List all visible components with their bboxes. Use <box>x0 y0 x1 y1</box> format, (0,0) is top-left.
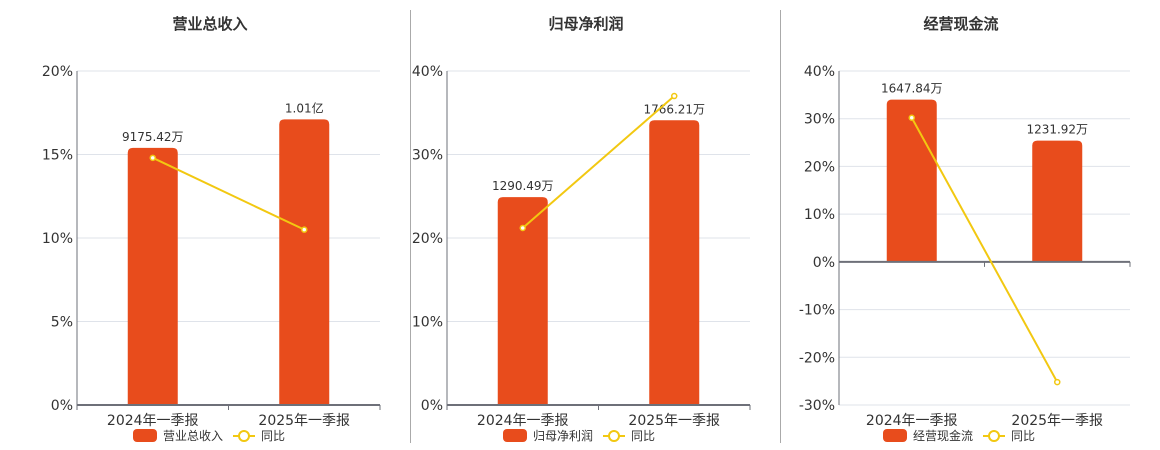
bar-value-label: 1766.21万 <box>643 102 705 116</box>
chart-title: 经营现金流 <box>923 15 999 33</box>
y-tick-label: 30% <box>412 148 443 164</box>
y-tick-label: -20% <box>799 350 835 366</box>
legend-line-icon[interactable] <box>233 429 256 443</box>
chart-legend: 经营现金流 同比 <box>883 427 1035 444</box>
y-tick-label: 10% <box>42 231 73 247</box>
legend-line-label[interactable]: 同比 <box>1011 429 1036 443</box>
legend-bar-swatch[interactable] <box>883 429 907 442</box>
x-tick-label: 2025年一季报 <box>1011 413 1103 429</box>
yoy-point[interactable] <box>149 154 156 162</box>
legend-line-label[interactable]: 同比 <box>631 429 656 443</box>
panel-divider-2 <box>780 10 781 443</box>
legend-bar-label[interactable]: 归母净利润 <box>533 429 594 443</box>
y-tick-label: 40% <box>804 64 835 80</box>
chart-panel-net-profit: 归母净利润 0% 10% 20% 30% 40% 1290.49万 2024年一季报 1766… <box>410 0 780 450</box>
chart-title: 归母净利润 <box>548 15 624 33</box>
chart-legend: 归母净利润 同比 <box>503 427 655 444</box>
yoy-point[interactable] <box>1054 378 1061 386</box>
legend-bar-label[interactable]: 营业总收入 <box>163 429 224 443</box>
legend-bar-swatch[interactable] <box>503 429 527 442</box>
x-tick-label: 2025年一季报 <box>258 413 350 429</box>
bar-value-label: 1.01亿 <box>285 100 324 115</box>
x-tick-label: 2024年一季报 <box>107 413 199 429</box>
chart-plot: 0% 10% 20% 30% 40% 1290.49万 2024年一季报 1766.21万 20… <box>412 64 751 429</box>
x-tick-label: 2024年一季报 <box>477 413 569 429</box>
legend-bar-swatch[interactable] <box>133 429 157 442</box>
y-tick-label: 30% <box>804 112 835 128</box>
bar[interactable] <box>497 197 548 405</box>
chart-title: 营业总收入 <box>172 15 248 33</box>
bar[interactable] <box>649 120 700 405</box>
bar-value-label: 1231.92万 <box>1026 123 1088 137</box>
chart-legend: 营业总收入 同比 <box>133 427 285 444</box>
panel-divider-1 <box>410 10 411 443</box>
y-tick-label: 20% <box>804 159 835 175</box>
bar[interactable] <box>127 147 178 405</box>
legend-line-label[interactable]: 同比 <box>261 429 286 443</box>
y-tick-label: 10% <box>412 315 443 331</box>
y-tick-label: 0% <box>813 255 835 271</box>
y-tick-label: 0% <box>421 398 443 414</box>
legend-bar-label[interactable]: 经营现金流 <box>913 429 974 443</box>
yoy-point[interactable] <box>671 92 678 100</box>
y-tick-label: 40% <box>412 64 443 80</box>
bar-value-label: 1647.84万 <box>881 82 943 96</box>
yoy-line <box>522 95 675 229</box>
yoy-point[interactable] <box>908 114 915 122</box>
y-tick-label: 20% <box>42 64 73 80</box>
y-tick-label: 20% <box>412 231 443 247</box>
bar-value-label: 9175.42万 <box>122 130 184 144</box>
y-tick-label: 5% <box>51 315 73 331</box>
chart-panel-revenue: 营业总收入 0% 5% 10% 15% 20% 9175.42万 2024年一季报 1.01亿… <box>0 0 410 450</box>
bar-value-label: 1290.49万 <box>492 179 554 193</box>
y-tick-label: -10% <box>799 303 835 319</box>
x-tick-label: 2024年一季报 <box>866 413 958 429</box>
y-tick-label: -30% <box>799 398 835 414</box>
x-tick-label: 2025年一季报 <box>628 413 720 429</box>
bar[interactable] <box>886 99 937 262</box>
bar[interactable] <box>1032 140 1083 262</box>
chart-panel-operating-cashflow: 经营现金流 -30% -20% -10% 0% 10% 20% 30% 40% 1647.84万… <box>780 0 1160 450</box>
yoy-point[interactable] <box>519 224 526 232</box>
yoy-line <box>910 117 1059 383</box>
legend-line-icon[interactable] <box>603 429 626 443</box>
chart-plot: 0% 5% 10% 15% 20% 9175.42万 2024年一季报 1.01亿 2025年一… <box>42 64 381 429</box>
yoy-line <box>152 156 305 231</box>
y-tick-label: 15% <box>42 148 73 164</box>
bar[interactable] <box>279 119 330 406</box>
legend-line-icon[interactable] <box>983 429 1006 443</box>
y-tick-label: 10% <box>804 207 835 223</box>
y-tick-label: 0% <box>51 398 73 414</box>
chart-plot: -30% -20% -10% 0% 10% 20% 30% 40% 1647.84万 2024年一… <box>799 64 1131 429</box>
yoy-point[interactable] <box>301 226 308 233</box>
